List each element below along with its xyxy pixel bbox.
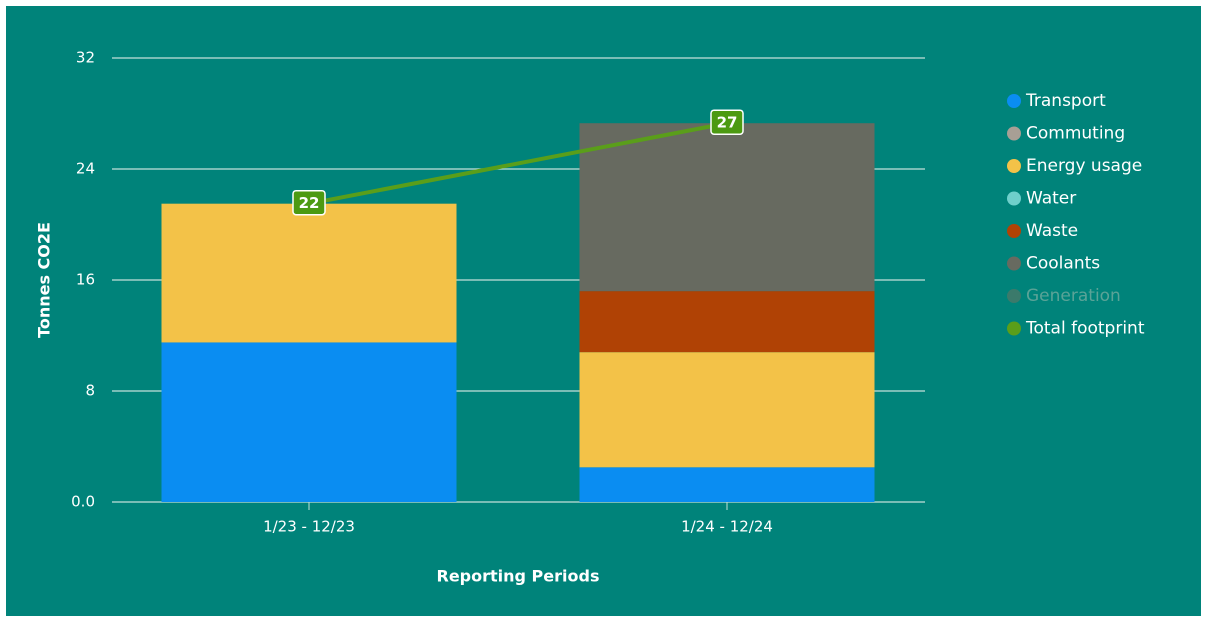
legend-marker xyxy=(1007,224,1021,238)
y-axis-title: Tonnes CO2E xyxy=(35,222,54,338)
bar-segment xyxy=(579,352,875,468)
legend-marker xyxy=(1007,191,1021,206)
legend-label: Energy usage xyxy=(1026,156,1142,176)
bar-segment xyxy=(579,467,875,502)
legend-marker xyxy=(1007,126,1021,141)
legend-label: Coolants xyxy=(1026,254,1100,274)
y-tick-label: 8 xyxy=(85,382,95,400)
legend-label: Waste xyxy=(1026,221,1078,241)
legend-marker xyxy=(1007,94,1021,108)
x-tick-label: 1/24 - 12/24 xyxy=(681,518,773,536)
x-axis-title: Reporting Periods xyxy=(437,567,600,586)
bar-segment xyxy=(579,291,875,353)
legend-label: Commuting xyxy=(1026,124,1125,144)
y-tick-label: 32 xyxy=(76,49,95,67)
legend-marker xyxy=(1007,256,1021,271)
bar-segment xyxy=(161,203,457,343)
y-tick-label: 0.0 xyxy=(71,493,95,511)
x-tick-label: 1/23 - 12/23 xyxy=(263,518,355,536)
y-tick-label: 24 xyxy=(76,160,95,178)
line-point-badge xyxy=(292,189,326,216)
data-label: 27 xyxy=(717,114,738,132)
bar-segment xyxy=(161,342,457,502)
legend-label: Total footprint xyxy=(1025,319,1145,339)
legend-label: Water xyxy=(1026,189,1076,209)
legend-marker xyxy=(1007,289,1021,303)
legend-label: Generation xyxy=(1026,286,1121,306)
y-tick-label: 16 xyxy=(76,271,95,289)
bar-segment xyxy=(579,123,875,292)
legend-label: Transport xyxy=(1025,91,1106,111)
legend-marker xyxy=(1007,159,1021,173)
line-point-badge xyxy=(710,109,744,135)
legend-marker xyxy=(1007,321,1021,336)
total-line xyxy=(308,121,728,206)
data-label: 22 xyxy=(299,194,320,212)
